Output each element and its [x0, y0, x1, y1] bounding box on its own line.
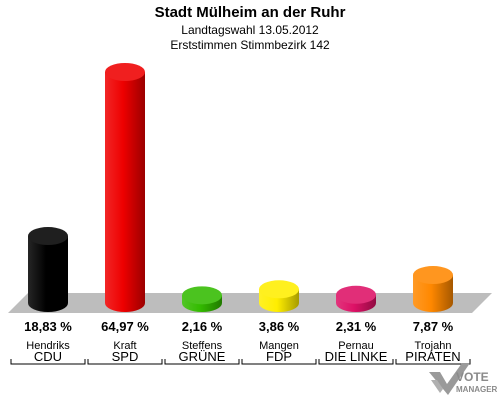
value-label-die-linke: 2,31 %	[336, 319, 377, 334]
logo-line-vote: VOTE	[456, 370, 489, 384]
party-label-cdu: CDU	[34, 349, 62, 364]
chart-subtitle-district: Erststimmen Stimmbezirk 142	[170, 38, 330, 52]
candidate-label-piraten: Trojahn	[415, 340, 452, 352]
candidate-label-die-linke: Pernau	[338, 340, 373, 352]
bar-spd	[105, 63, 145, 312]
vote-manager-logo: VOTE MANAGER	[429, 363, 498, 395]
party-label-piraten: PIRATEN	[405, 349, 460, 364]
candidate-label-gr-ne: Steffens	[182, 340, 223, 352]
bar-piraten	[413, 266, 453, 312]
value-label-gr-ne: 2,16 %	[182, 319, 223, 334]
value-label-fdp: 3,86 %	[259, 319, 300, 334]
candidate-label-fdp: Mangen	[259, 340, 299, 352]
party-label-fdp: FDP	[266, 349, 292, 364]
party-label-spd: SPD	[112, 349, 139, 364]
logo-line-manager: MANAGER	[456, 385, 498, 394]
candidate-label-cdu: Hendriks	[26, 340, 70, 352]
bar-cdu	[28, 227, 68, 312]
category-underline-die-linke	[318, 359, 394, 365]
bar-fdp	[259, 280, 299, 312]
category-underline-piraten	[395, 359, 471, 365]
chart-title: Stadt Mülheim an der Ruhr	[154, 4, 346, 21]
value-label-piraten: 7,87 %	[413, 319, 454, 334]
bar-die-linke	[336, 285, 376, 312]
chart-subtitle-date: Landtagswahl 13.05.2012	[181, 23, 319, 37]
bar-gr-ne	[182, 286, 222, 312]
category-underline-gr-ne	[164, 359, 240, 365]
category-underline-spd	[87, 359, 163, 365]
category-underline-fdp	[241, 359, 317, 365]
value-label-cdu: 18,83 %	[24, 319, 72, 334]
checkmark-icon	[429, 363, 470, 395]
party-label-die-linke: DIE LINKE	[325, 349, 388, 364]
party-label-gr-ne: GRÜNE	[179, 349, 226, 364]
value-label-spd: 64,97 %	[101, 319, 149, 334]
category-underline-cdu	[10, 359, 86, 365]
candidate-label-spd: Kraft	[113, 340, 136, 352]
